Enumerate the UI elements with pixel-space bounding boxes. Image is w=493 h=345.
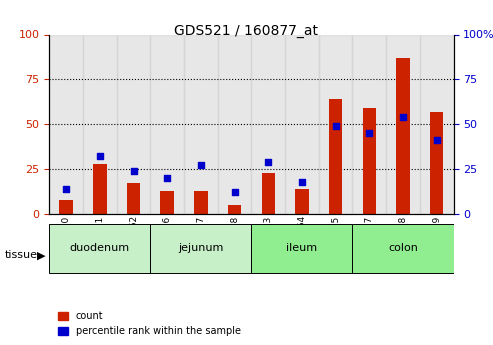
Bar xyxy=(396,58,410,214)
FancyBboxPatch shape xyxy=(251,224,352,273)
Text: duodenum: duodenum xyxy=(70,244,130,253)
Bar xyxy=(319,34,352,214)
Bar xyxy=(184,34,218,214)
Bar xyxy=(160,190,174,214)
Point xyxy=(197,163,205,168)
Legend: count, percentile rank within the sample: count, percentile rank within the sample xyxy=(54,307,245,340)
Text: jejunum: jejunum xyxy=(178,244,224,253)
Point xyxy=(264,159,272,165)
Bar xyxy=(194,190,208,214)
Bar xyxy=(59,199,73,214)
Bar xyxy=(295,189,309,214)
Point xyxy=(433,138,441,143)
Text: ▶: ▶ xyxy=(37,250,45,260)
FancyBboxPatch shape xyxy=(352,224,454,273)
Point xyxy=(365,130,373,136)
Text: colon: colon xyxy=(388,244,418,253)
Point xyxy=(399,114,407,120)
Bar xyxy=(386,34,420,214)
Point xyxy=(332,123,340,129)
Bar xyxy=(362,108,376,214)
Bar xyxy=(49,34,83,214)
Bar xyxy=(228,205,241,214)
Bar xyxy=(251,34,285,214)
FancyBboxPatch shape xyxy=(49,224,150,273)
Bar xyxy=(117,34,150,214)
Bar xyxy=(430,112,443,214)
FancyBboxPatch shape xyxy=(150,224,251,273)
Point xyxy=(130,168,138,174)
Point xyxy=(298,179,306,184)
Bar xyxy=(218,34,251,214)
Text: ileum: ileum xyxy=(286,244,317,253)
Bar xyxy=(127,184,140,214)
Point xyxy=(231,190,239,195)
Point xyxy=(163,175,171,181)
Bar xyxy=(329,99,342,214)
Point xyxy=(96,154,104,159)
Text: GDS521 / 160877_at: GDS521 / 160877_at xyxy=(175,24,318,38)
Bar xyxy=(93,164,106,214)
Text: tissue: tissue xyxy=(5,250,38,260)
Bar xyxy=(352,34,386,214)
Bar xyxy=(420,34,454,214)
Bar xyxy=(261,172,275,214)
Bar xyxy=(285,34,319,214)
Point xyxy=(62,186,70,191)
Bar xyxy=(150,34,184,214)
Bar xyxy=(83,34,117,214)
